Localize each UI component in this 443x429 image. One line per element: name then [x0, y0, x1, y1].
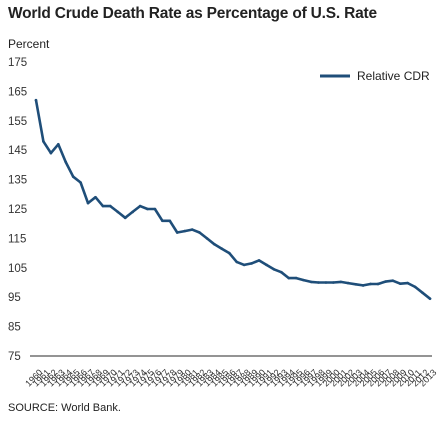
- data-point: [138, 204, 142, 208]
- data-point: [265, 263, 268, 267]
- data-point: [413, 285, 417, 289]
- data-point: [205, 237, 209, 240]
- y-tick-label: 95: [8, 292, 21, 304]
- y-axis-ticks: 75 85 95 105 115 125 135 145 155 165 175: [8, 57, 27, 363]
- legend-label: Relative CDR: [357, 69, 430, 83]
- y-tick-label: 75: [8, 351, 21, 363]
- source-note: SOURCE: World Bank.: [8, 402, 121, 414]
- data-point: [123, 216, 127, 220]
- data-point: [213, 242, 216, 246]
- data-point: [421, 291, 424, 295]
- legend: Relative CDR: [320, 69, 430, 83]
- data-point: [109, 204, 112, 208]
- data-point: [79, 181, 82, 184]
- data-point: [332, 281, 335, 284]
- data-point: [242, 263, 246, 267]
- data-point: [227, 251, 231, 255]
- y-axis-unit-label: Percent: [8, 37, 50, 51]
- data-point: [346, 281, 350, 285]
- data-point: [257, 259, 261, 262]
- y-tick-label: 125: [8, 204, 27, 216]
- series-points: [34, 98, 432, 300]
- data-point: [250, 262, 253, 265]
- data-point: [302, 278, 305, 282]
- data-point: [131, 210, 134, 214]
- y-tick-label: 165: [8, 86, 27, 98]
- data-point: [406, 281, 409, 285]
- data-point: [34, 98, 38, 102]
- data-point: [146, 207, 149, 211]
- data-point: [161, 219, 164, 223]
- data-point: [183, 229, 186, 233]
- line-chart: 75 85 95 105 115 125 135 145 155 165 175 196019611…: [8, 57, 438, 388]
- data-point: [369, 282, 372, 286]
- data-point: [94, 195, 97, 199]
- data-point: [190, 228, 194, 231]
- data-point: [317, 281, 320, 284]
- data-point: [398, 282, 402, 285]
- data-point: [175, 231, 179, 234]
- chart-title: World Crude Death Rate as Percentage of …: [8, 5, 377, 22]
- data-point: [324, 281, 328, 284]
- data-point: [272, 267, 276, 271]
- data-point: [391, 279, 395, 283]
- data-point: [280, 270, 283, 274]
- data-point: [71, 175, 75, 178]
- data-point: [384, 280, 387, 283]
- data-point: [198, 231, 201, 234]
- data-point: [339, 280, 343, 284]
- data-point: [428, 297, 432, 300]
- data-point: [220, 247, 224, 250]
- y-tick-label: 135: [8, 175, 27, 187]
- data-point: [64, 160, 68, 164]
- data-point: [153, 207, 157, 211]
- data-point: [309, 280, 313, 284]
- y-tick-label: 155: [8, 116, 27, 128]
- data-point: [42, 140, 45, 143]
- data-point: [294, 276, 298, 280]
- data-point: [287, 276, 291, 280]
- data-point: [235, 260, 239, 264]
- data-point: [101, 204, 105, 208]
- data-point: [86, 201, 90, 205]
- data-point: [49, 151, 53, 155]
- y-tick-label: 145: [8, 145, 27, 157]
- data-point: [361, 284, 365, 287]
- y-tick-label: 105: [8, 263, 27, 275]
- y-tick-label: 85: [8, 322, 21, 334]
- data-point: [116, 210, 120, 214]
- data-point: [354, 282, 357, 286]
- y-tick-label: 175: [8, 57, 27, 69]
- y-tick-label: 115: [8, 233, 26, 245]
- series-line-relative-cdr: [34, 98, 432, 300]
- data-point: [57, 143, 60, 146]
- data-point: [376, 282, 380, 286]
- x-axis-ticks: 1960196119621963196419651966196719681969…: [23, 367, 438, 388]
- data-point: [168, 219, 172, 223]
